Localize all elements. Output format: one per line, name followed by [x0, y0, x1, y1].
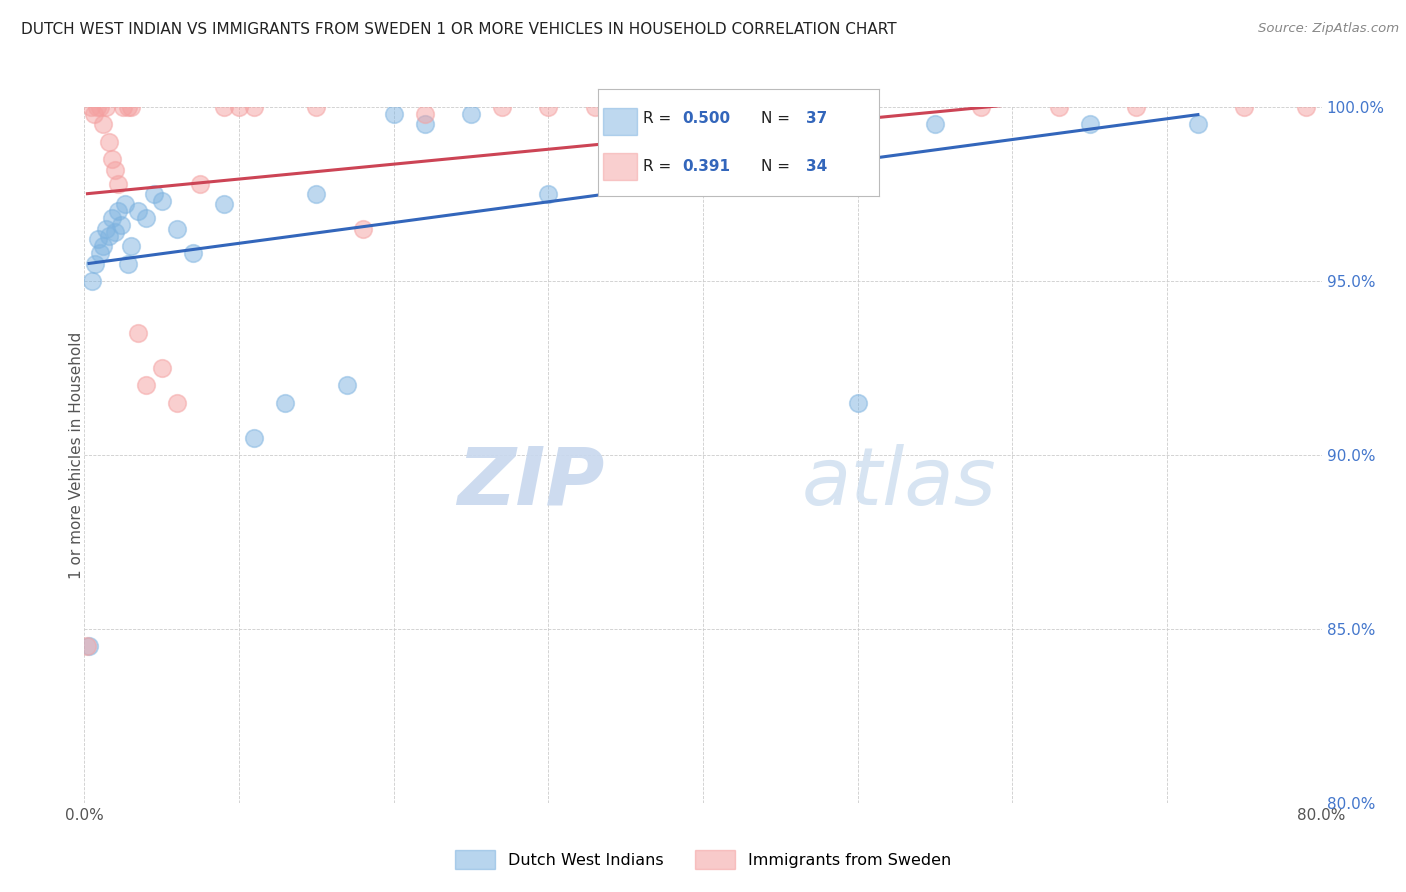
Text: Source: ZipAtlas.com: Source: ZipAtlas.com [1258, 22, 1399, 36]
Point [1233, 100, 1256, 114]
Point [413, 107, 436, 121]
Point [107, 204, 129, 219]
Point [924, 117, 946, 131]
Text: atlas: atlas [801, 443, 997, 522]
Text: 37: 37 [806, 112, 827, 126]
Point [1047, 100, 1070, 114]
Point [98, 228, 121, 243]
Bar [603, 153, 637, 180]
Point [970, 100, 993, 114]
Text: R =: R = [643, 160, 681, 174]
Point [120, 100, 142, 114]
Legend: Dutch West Indians, Immigrants from Sweden: Dutch West Indians, Immigrants from Swed… [449, 844, 957, 875]
Point [117, 256, 139, 270]
Point [150, 360, 173, 375]
Point [150, 194, 173, 208]
Point [305, 186, 328, 201]
Point [79, 100, 101, 114]
Point [212, 197, 235, 211]
Point [104, 225, 127, 239]
Point [1078, 117, 1101, 131]
Y-axis label: 1 or more Vehicles in Household: 1 or more Vehicles in Household [69, 331, 83, 579]
Point [127, 326, 149, 340]
Point [188, 177, 212, 191]
Point [228, 100, 250, 114]
Point [692, 100, 714, 114]
Point [614, 100, 637, 114]
Point [491, 100, 513, 114]
Bar [603, 108, 637, 135]
Point [110, 219, 132, 233]
Point [127, 204, 149, 219]
Point [94, 221, 117, 235]
Point [212, 100, 235, 114]
Point [537, 100, 560, 114]
Point [83, 107, 105, 121]
Point [274, 395, 297, 409]
Text: 0.391: 0.391 [682, 160, 730, 174]
Point [91, 239, 114, 253]
Point [89, 100, 111, 114]
Point [98, 135, 121, 149]
Point [382, 107, 405, 121]
Point [166, 221, 188, 235]
Point [107, 177, 129, 191]
Point [352, 221, 374, 235]
Text: N =: N = [761, 112, 794, 126]
Text: R =: R = [643, 112, 676, 126]
Text: 34: 34 [806, 160, 827, 174]
Point [1125, 100, 1147, 114]
Point [117, 100, 139, 114]
Point [769, 100, 792, 114]
Text: DUTCH WEST INDIAN VS IMMIGRANTS FROM SWEDEN 1 OR MORE VEHICLES IN HOUSEHOLD CORR: DUTCH WEST INDIAN VS IMMIGRANTS FROM SWE… [21, 22, 897, 37]
Point [583, 100, 606, 114]
Point [460, 107, 482, 121]
Point [94, 100, 117, 114]
Point [846, 395, 869, 409]
Point [114, 197, 136, 211]
Point [104, 162, 127, 177]
Point [166, 395, 188, 409]
Point [77, 639, 100, 653]
Point [181, 246, 204, 260]
Point [305, 100, 328, 114]
Point [76, 639, 98, 653]
Point [243, 430, 266, 444]
Point [91, 117, 114, 131]
Point [101, 152, 124, 166]
Point [1187, 117, 1209, 131]
Text: ZIP: ZIP [457, 443, 605, 522]
Text: 0.500: 0.500 [682, 112, 730, 126]
Point [143, 186, 166, 201]
Point [87, 232, 110, 246]
Point [537, 186, 560, 201]
Point [135, 378, 157, 392]
Point [84, 256, 107, 270]
Point [89, 246, 111, 260]
Point [135, 211, 157, 226]
Point [413, 117, 436, 131]
Point [101, 211, 124, 226]
Point [336, 378, 359, 392]
Point [243, 100, 266, 114]
Point [661, 100, 683, 114]
Point [112, 100, 135, 114]
Text: N =: N = [761, 160, 794, 174]
Point [82, 274, 104, 288]
Point [1295, 100, 1317, 114]
Point [86, 100, 108, 114]
Point [120, 239, 142, 253]
